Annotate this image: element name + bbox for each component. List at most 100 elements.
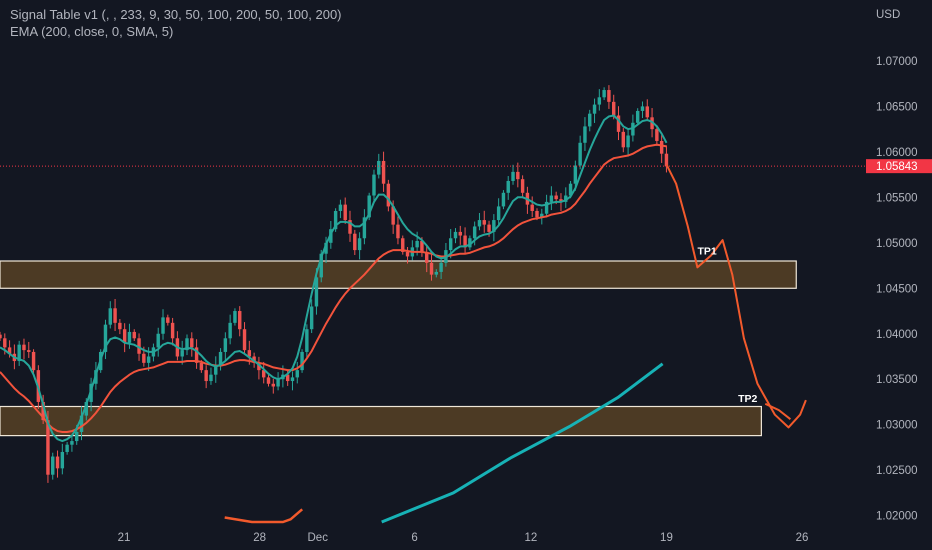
candle bbox=[544, 194, 549, 218]
candle bbox=[592, 98, 597, 123]
candle bbox=[381, 151, 386, 192]
candle bbox=[578, 135, 582, 170]
candle-body bbox=[252, 356, 256, 363]
candle-body bbox=[3, 338, 7, 348]
candle-body bbox=[626, 135, 630, 148]
candle bbox=[55, 450, 60, 478]
candle-body bbox=[271, 383, 276, 387]
candle-body bbox=[501, 192, 506, 207]
candle bbox=[17, 340, 21, 366]
candle-body bbox=[266, 377, 271, 384]
candle bbox=[185, 334, 189, 356]
candle bbox=[60, 443, 65, 475]
y-tick-label: 1.07000 bbox=[876, 56, 918, 68]
candle bbox=[204, 365, 208, 389]
candle-body bbox=[261, 370, 266, 378]
candle bbox=[166, 314, 170, 326]
candle-body bbox=[204, 370, 208, 382]
candle-body bbox=[142, 353, 146, 363]
candle-body bbox=[290, 377, 295, 382]
candle-body bbox=[401, 238, 405, 252]
candle bbox=[261, 361, 266, 384]
candle-body bbox=[544, 201, 549, 214]
candle bbox=[271, 378, 276, 394]
candle bbox=[635, 108, 640, 126]
candle bbox=[640, 101, 645, 119]
candle-body bbox=[118, 322, 122, 330]
candle-body bbox=[621, 131, 626, 148]
candle bbox=[659, 134, 664, 163]
candle bbox=[458, 225, 462, 245]
candle-body bbox=[79, 415, 84, 432]
legend-ema[interactable]: EMA (200, close, 0, SMA, 5) bbox=[10, 24, 174, 39]
legend-signal-table[interactable]: Signal Table v1 (, , 233, 9, 30, 50, 100… bbox=[10, 7, 342, 22]
candle bbox=[396, 216, 400, 245]
candle bbox=[453, 228, 458, 244]
candle-body bbox=[180, 350, 184, 357]
candle bbox=[425, 245, 429, 273]
candle-body bbox=[602, 90, 606, 98]
candle bbox=[496, 198, 501, 227]
candle-body bbox=[295, 370, 299, 378]
candle bbox=[588, 109, 592, 132]
candle-body bbox=[132, 331, 136, 339]
zone-label-tp2: TP2 bbox=[738, 393, 757, 405]
candle-body bbox=[161, 317, 165, 334]
candle-body bbox=[305, 329, 309, 352]
candle bbox=[343, 197, 347, 224]
candle bbox=[372, 169, 376, 203]
candle-body bbox=[487, 224, 491, 232]
candle bbox=[463, 227, 467, 254]
candle bbox=[118, 319, 122, 335]
candle-body bbox=[276, 379, 280, 387]
candle-body bbox=[372, 174, 376, 196]
candle bbox=[602, 87, 606, 101]
ema-200-line bbox=[381, 362, 664, 524]
candle bbox=[0, 331, 2, 342]
candle bbox=[324, 236, 328, 264]
candle-body bbox=[324, 242, 328, 254]
candle bbox=[295, 361, 299, 384]
candle bbox=[257, 356, 261, 380]
candle-body bbox=[319, 253, 323, 278]
candle-body bbox=[635, 110, 640, 123]
candle-body bbox=[353, 233, 357, 251]
candle bbox=[405, 246, 410, 264]
candle-body bbox=[209, 374, 213, 382]
candle-body bbox=[127, 331, 132, 343]
candle bbox=[156, 327, 160, 357]
candle-body bbox=[218, 351, 223, 366]
candle bbox=[506, 176, 510, 200]
candle-body bbox=[482, 220, 486, 225]
candle bbox=[214, 356, 218, 383]
candle-body bbox=[429, 262, 434, 275]
candle-body bbox=[468, 238, 472, 248]
candle-body bbox=[425, 251, 429, 263]
candle bbox=[218, 348, 223, 371]
candle-body bbox=[199, 362, 204, 371]
axis-currency: USD bbox=[876, 9, 900, 21]
x-tick-label: 26 bbox=[796, 532, 809, 544]
candle-body bbox=[386, 183, 391, 207]
candle-body bbox=[0, 334, 2, 339]
candle bbox=[233, 308, 237, 326]
candle bbox=[511, 164, 515, 185]
candle-body bbox=[17, 344, 21, 362]
candle-body bbox=[122, 329, 127, 343]
candle-body bbox=[22, 344, 26, 351]
candle bbox=[161, 309, 165, 340]
indicator-lines bbox=[0, 114, 668, 524]
candle-body bbox=[214, 365, 218, 375]
chart-legend: Signal Table v1 (, , 233, 9, 30, 50, 100… bbox=[10, 6, 342, 40]
candle-body bbox=[108, 308, 112, 325]
candle-body bbox=[381, 160, 386, 184]
candle bbox=[353, 229, 357, 255]
candle bbox=[348, 210, 352, 242]
candle bbox=[501, 190, 506, 210]
candle-body bbox=[170, 322, 175, 339]
candle-body bbox=[65, 444, 69, 452]
candle-body bbox=[185, 338, 189, 351]
candle bbox=[564, 187, 568, 208]
candle bbox=[626, 129, 630, 157]
